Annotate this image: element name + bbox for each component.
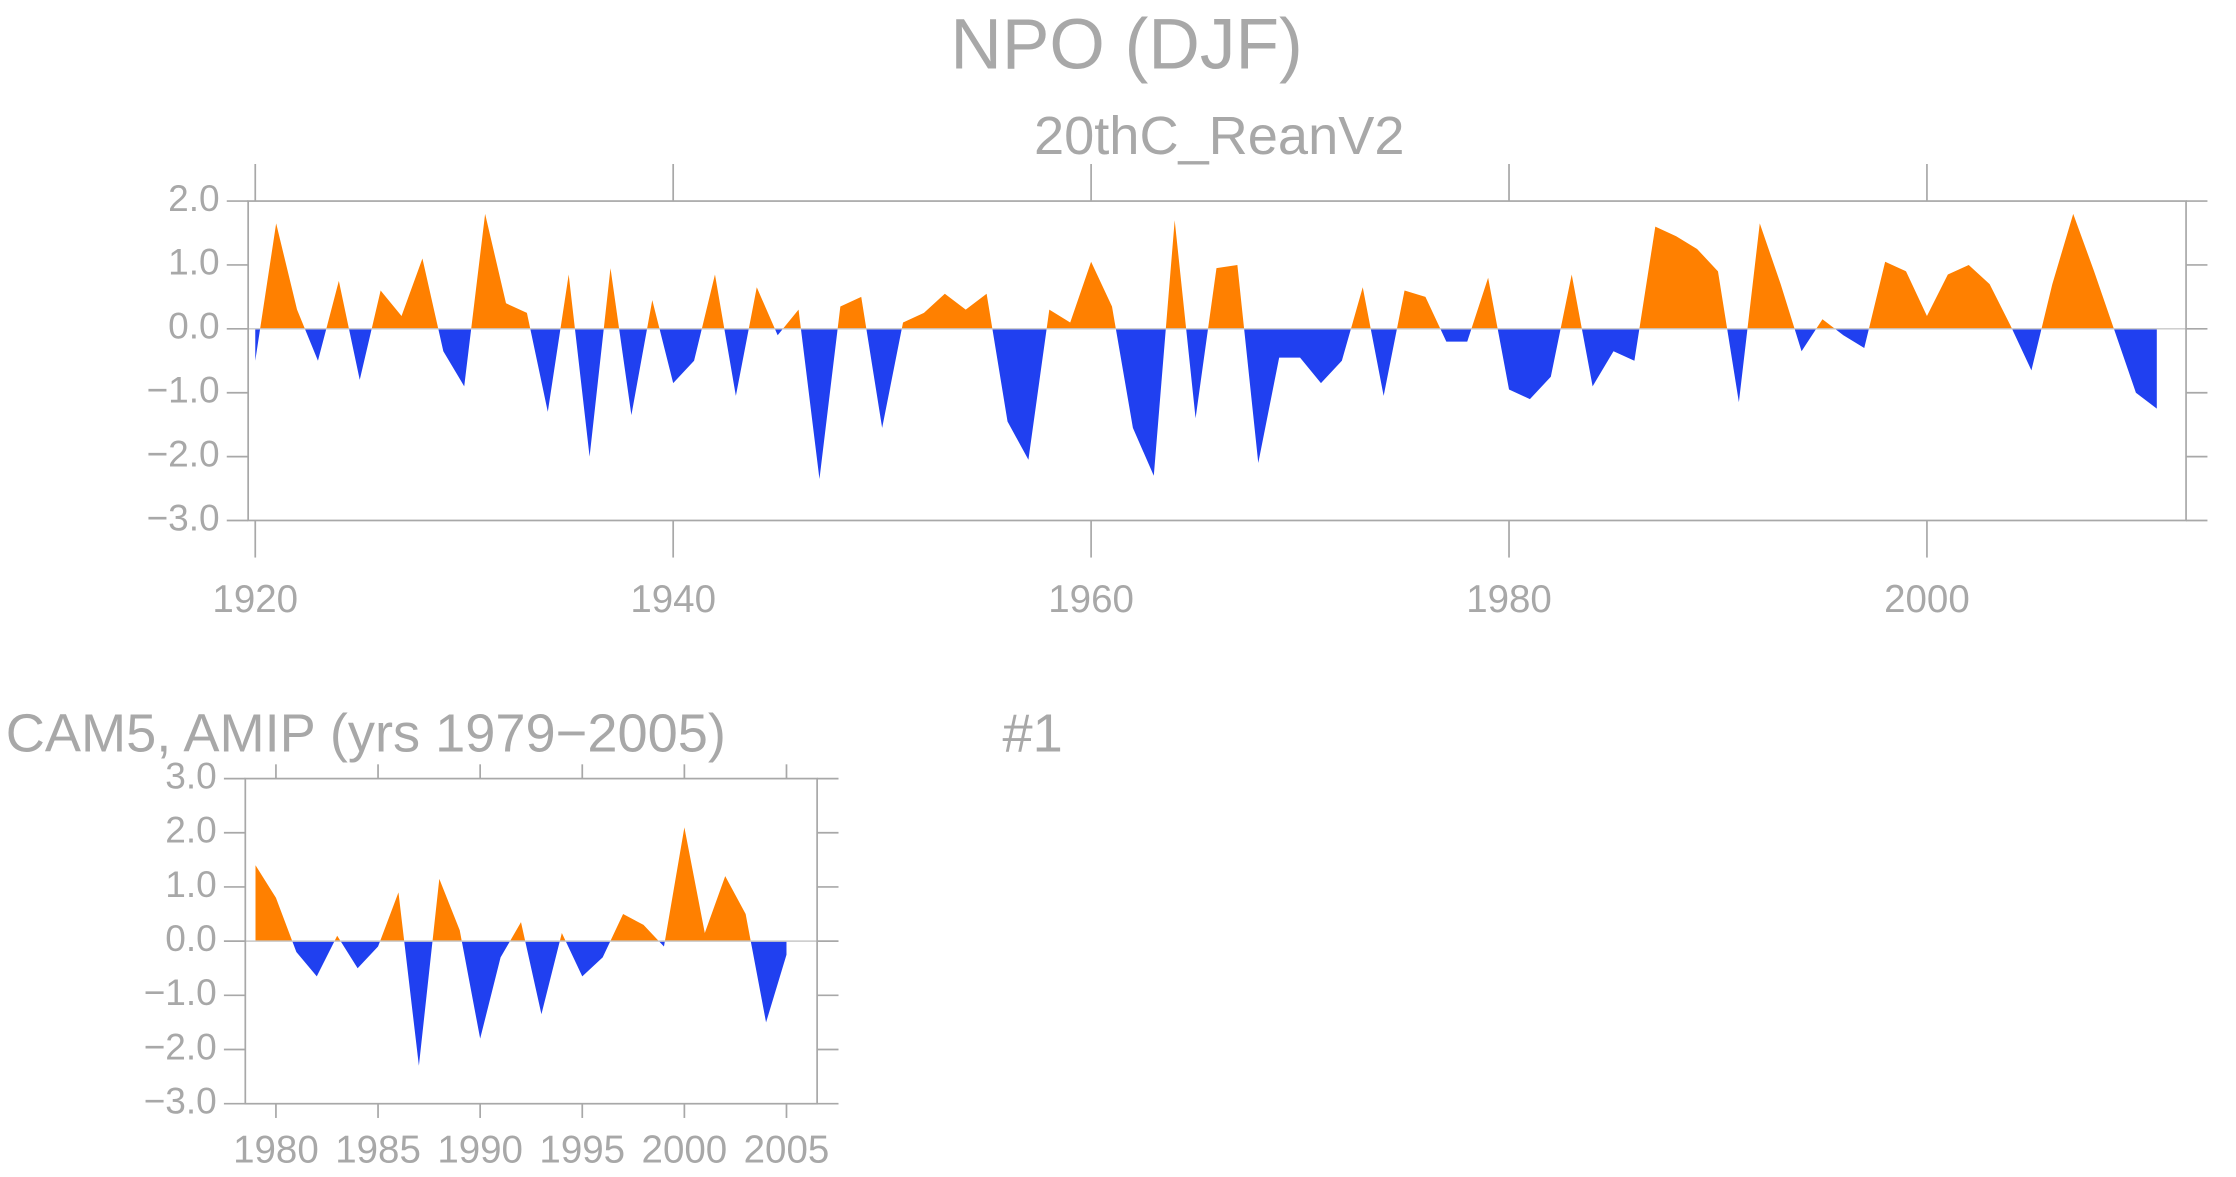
y-tick-label: 2.0 <box>168 177 220 219</box>
area-negative <box>255 328 2157 479</box>
x-tick-label: 2000 <box>642 1128 728 1171</box>
area-positive <box>260 213 2114 329</box>
x-tick-label: 1940 <box>630 578 716 621</box>
y-tick-label: 0.0 <box>168 305 220 347</box>
y-tick-label: 0.0 <box>165 917 217 959</box>
x-tick-label: 2000 <box>1884 578 1970 621</box>
y-tick-label: 3.0 <box>165 754 217 796</box>
y-tick-label: −3.0 <box>146 496 219 538</box>
chart-title: CAM5, AMIP (yrs 1979−2005) <box>6 704 726 764</box>
y-tick-label: −3.0 <box>144 1080 217 1122</box>
x-tick-label: 2005 <box>744 1128 830 1171</box>
x-tick-label: 1980 <box>1466 578 1552 621</box>
y-tick-label: −1.0 <box>144 971 217 1013</box>
x-tick-label: 1995 <box>539 1128 625 1171</box>
x-tick-label: 1985 <box>335 1128 421 1171</box>
plot-frame <box>247 200 2187 522</box>
chart-subtitle: 20thC_ReanV2 <box>1034 106 1404 166</box>
x-tick-label: 1920 <box>212 578 298 621</box>
y-tick-label: −2.0 <box>146 432 219 474</box>
area-positive <box>255 827 787 942</box>
y-tick-label: −1.0 <box>146 369 219 411</box>
x-tick-label: 1980 <box>233 1128 319 1171</box>
x-tick-label: 1960 <box>1048 578 1134 621</box>
y-tick-label: 1.0 <box>165 863 217 905</box>
y-tick-label: −2.0 <box>144 1025 217 1067</box>
y-tick-label: 2.0 <box>165 809 217 851</box>
y-tick-label: 1.0 <box>168 241 220 283</box>
x-tick-label: 1990 <box>437 1128 523 1171</box>
annotation: #1 <box>1002 704 1062 764</box>
area-negative <box>255 941 787 1066</box>
chart-title: NPO (DJF) <box>950 5 1302 85</box>
